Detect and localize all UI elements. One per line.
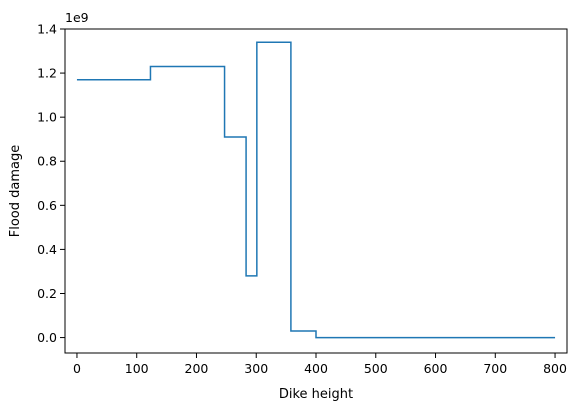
y-tick-label: 0.2: [37, 286, 57, 301]
plot-content: [76, 41, 556, 339]
y-tick-label: 1.0: [37, 110, 57, 125]
plot-frame: [64, 28, 568, 354]
y-tick-label: 0.6: [37, 198, 57, 213]
series-line: [76, 41, 556, 339]
x-tick-label: 600: [424, 361, 448, 376]
y-tick-label: 1.2: [37, 66, 57, 81]
x-tick-label: 400: [304, 361, 328, 376]
x-tick-label: 800: [543, 361, 567, 376]
y-tick-label: 0.8: [37, 154, 57, 169]
x-tick-label: 700: [483, 361, 507, 376]
y-tick-label: 1.4: [37, 22, 57, 37]
x-tick-label: 100: [125, 361, 149, 376]
y-tick-label: 0.0: [37, 330, 57, 345]
y-offset-label: 1e9: [65, 10, 89, 25]
x-axis-ticks: 0 100 200 300 400 500 600 700 800: [73, 353, 567, 376]
x-tick-label: 300: [244, 361, 268, 376]
x-axis-label: Dike height: [279, 387, 353, 402]
x-tick-label: 500: [364, 361, 388, 376]
y-axis-label: Flood damage: [8, 145, 23, 237]
x-tick-label: 200: [185, 361, 209, 376]
y-tick-label: 0.4: [37, 242, 57, 257]
x-tick-label: 0: [73, 361, 81, 376]
y-axis-ticks: 0.0 0.2 0.4 0.6 0.8 1.0 1.2 1.4: [37, 22, 65, 345]
